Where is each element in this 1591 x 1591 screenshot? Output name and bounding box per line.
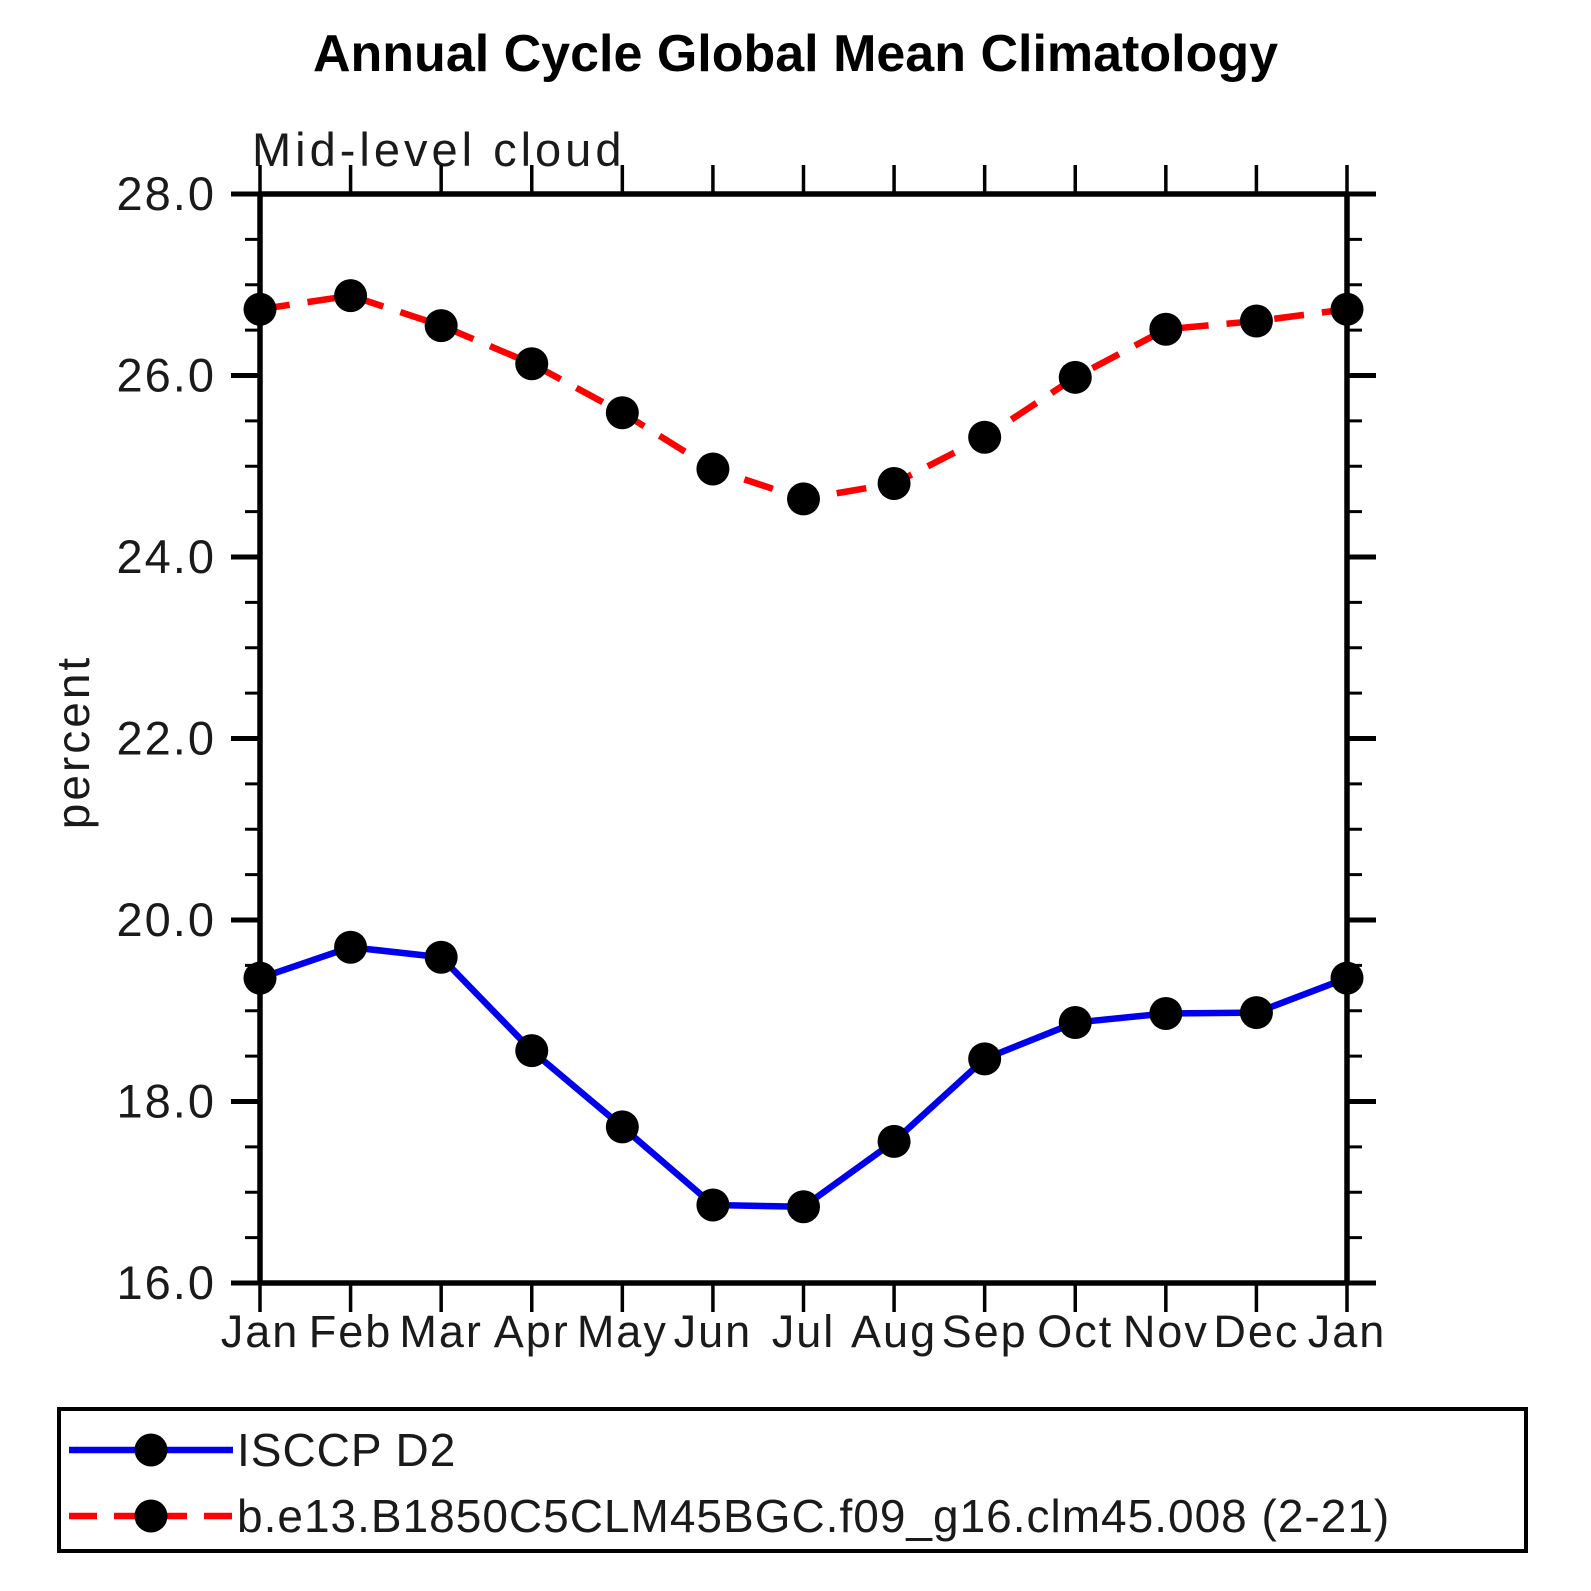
data-point-marker xyxy=(605,1110,639,1144)
legend-row-isccp: ISCCP D2 xyxy=(61,1417,1524,1483)
svg-text:22.0: 22.0 xyxy=(117,712,216,765)
legend-sample-line-solid xyxy=(69,1433,233,1467)
legend-marker-sample xyxy=(134,1433,168,1467)
data-point-marker xyxy=(787,1190,820,1224)
legend-marker-sample xyxy=(134,1499,168,1533)
svg-text:Aug: Aug xyxy=(851,1306,937,1357)
series-line-1 xyxy=(259,292,1348,503)
svg-text:Mar: Mar xyxy=(399,1306,483,1357)
svg-text:Jun: Jun xyxy=(674,1306,753,1357)
svg-text:Jan: Jan xyxy=(221,1306,300,1357)
data-point-marker xyxy=(787,482,820,516)
data-point-marker xyxy=(1058,360,1092,394)
svg-text:Oct: Oct xyxy=(1037,1306,1113,1357)
data-point-marker xyxy=(605,396,639,430)
svg-text:16.0: 16.0 xyxy=(117,1256,216,1309)
data-point-marker xyxy=(334,279,368,313)
svg-text:26.0: 26.0 xyxy=(117,349,216,402)
series-isccp xyxy=(243,930,1364,1224)
svg-text:18.0: 18.0 xyxy=(117,1075,216,1128)
svg-text:Nov: Nov xyxy=(1123,1306,1209,1357)
svg-text:Sep: Sep xyxy=(942,1306,1028,1357)
axis-frame xyxy=(257,191,1350,1286)
y-tick-labels: 16.0 18.0 20.0 22.0 24.0 26.0 28.0 xyxy=(117,167,216,1309)
legend: ISCCP D2 b.e13.B1850C5CLM45BGC.f09_g16.c… xyxy=(57,1407,1528,1553)
svg-text:Jan: Jan xyxy=(1308,1306,1387,1357)
svg-text:May: May xyxy=(577,1306,668,1357)
svg-text:Feb: Feb xyxy=(309,1306,393,1357)
data-point-marker xyxy=(424,940,458,974)
legend-label-model: b.e13.B1850C5CLM45BGC.f09_g16.clm45.008 … xyxy=(237,1490,1391,1542)
series-line-0 xyxy=(258,943,1349,1211)
data-point-marker xyxy=(1239,996,1273,1030)
svg-text:20.0: 20.0 xyxy=(117,893,216,946)
data-point-marker xyxy=(1239,304,1273,338)
data-point-marker xyxy=(1149,312,1183,346)
data-point-marker xyxy=(696,452,730,486)
data-point-marker xyxy=(1330,961,1364,995)
data-point-marker xyxy=(243,292,277,326)
svg-text:24.0: 24.0 xyxy=(117,530,216,583)
data-point-marker xyxy=(334,930,368,964)
data-point-marker xyxy=(1058,1006,1092,1040)
chart-subtitle: Mid-level cloud xyxy=(252,123,626,176)
data-point-marker xyxy=(243,961,277,995)
svg-text:Jul: Jul xyxy=(772,1306,836,1357)
svg-text:Dec: Dec xyxy=(1213,1306,1299,1357)
x-tick-labels: Jan Feb Mar Apr May Jun Jul Aug Sep Oct Nov Dec Jan xyxy=(221,1306,1387,1357)
legend-sample-line-dashed xyxy=(69,1499,233,1533)
chart-title: Annual Cycle Global Mean Climatology xyxy=(312,25,1279,83)
legend-row-model: b.e13.B1850C5CLM45BGC.f09_g16.clm45.008 … xyxy=(61,1483,1524,1549)
data-point-marker xyxy=(515,347,549,381)
data-point-marker xyxy=(515,1034,549,1068)
series-model xyxy=(243,279,1364,516)
svg-text:Apr: Apr xyxy=(494,1306,570,1357)
data-point-marker xyxy=(877,466,911,500)
data-point-marker xyxy=(1330,292,1364,326)
data-point-marker xyxy=(968,1042,1002,1076)
data-point-marker xyxy=(877,1124,911,1158)
svg-text:28.0: 28.0 xyxy=(117,167,216,220)
legend-label-isccp: ISCCP D2 xyxy=(237,1424,457,1476)
data-point-marker xyxy=(1149,996,1183,1030)
x-axis-ticks xyxy=(258,165,1349,1312)
data-point-marker xyxy=(968,420,1002,454)
data-point-marker xyxy=(696,1188,730,1222)
data-point-marker xyxy=(424,309,458,343)
y-axis-ticks xyxy=(231,191,1376,1286)
